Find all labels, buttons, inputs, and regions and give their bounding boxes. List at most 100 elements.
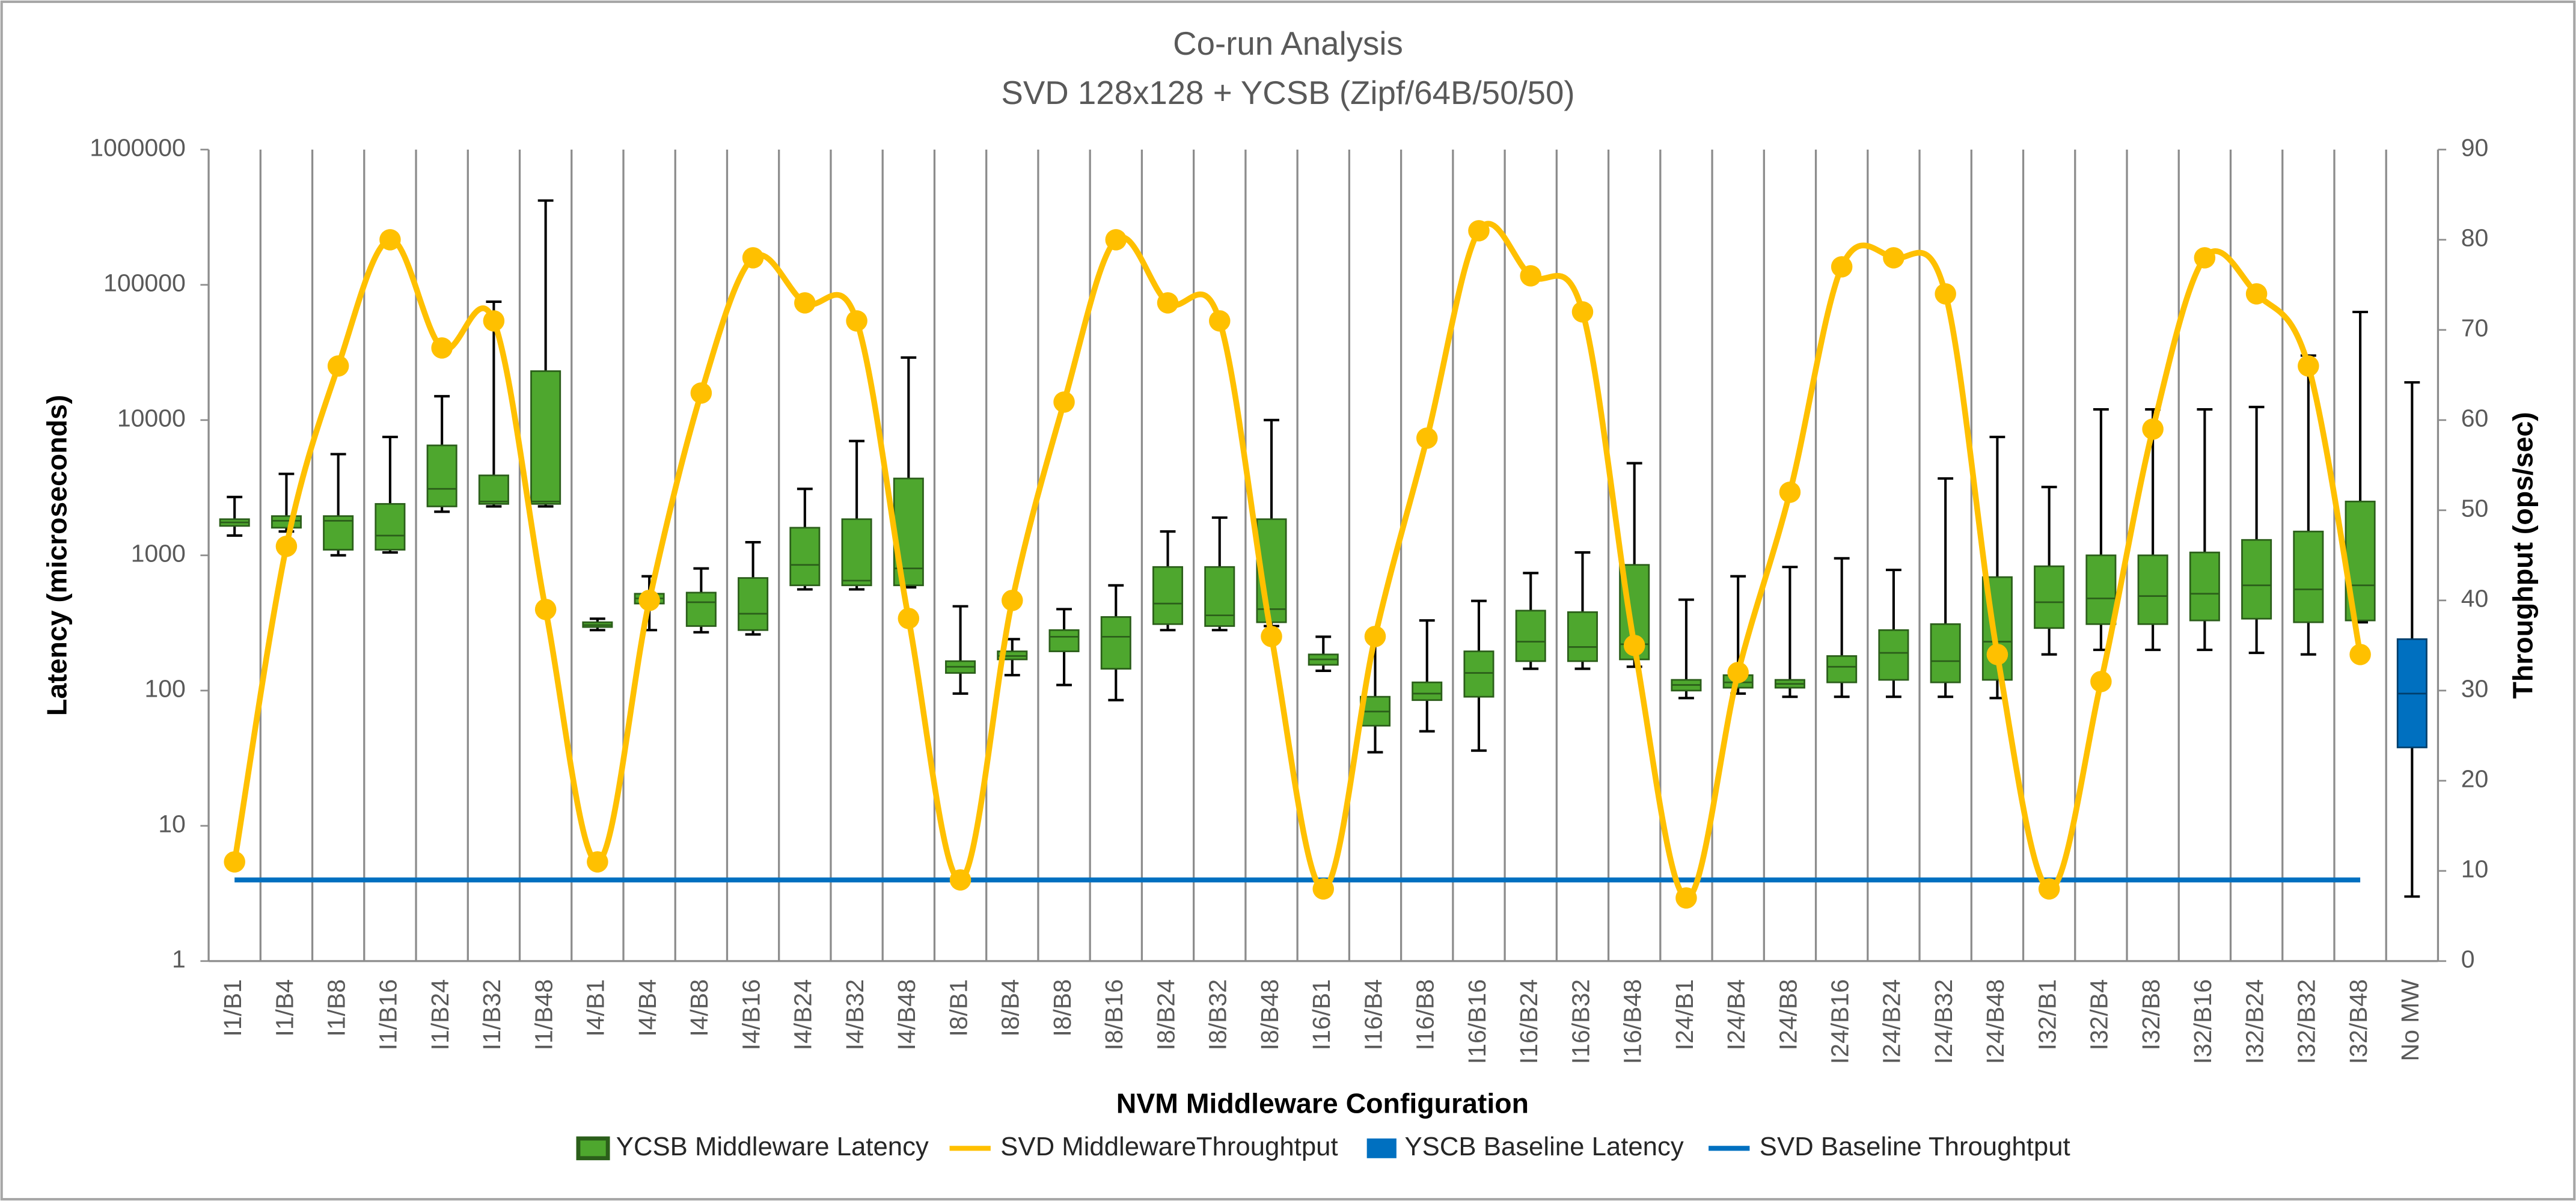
x-tick-label: I8/B8	[1048, 979, 1076, 1037]
line-marker	[2349, 644, 2371, 665]
line-marker	[1002, 590, 1023, 611]
y-tick-label: 10	[158, 810, 186, 838]
x-tick-label: I32/B8	[2137, 979, 2165, 1051]
box	[530, 370, 561, 505]
chart-title: Co-run Analysis	[1173, 25, 1403, 62]
y2-tick-label: 0	[2461, 946, 2475, 973]
box	[2085, 554, 2117, 625]
x-tick-label: I1/B1	[219, 979, 246, 1037]
x-tick-label: I8/B32	[1204, 979, 1232, 1051]
box	[1878, 629, 1909, 681]
line-marker	[690, 382, 712, 404]
y-tick-label: 10000	[117, 405, 186, 432]
line-marker	[1312, 878, 1335, 900]
x-tick-label: I16/B16	[1463, 979, 1491, 1064]
y2-tick-label: 80	[2461, 224, 2489, 252]
y2-tick-label: 70	[2461, 314, 2489, 342]
line-marker	[1416, 427, 1438, 449]
x-tick-label: I32/B4	[2085, 979, 2113, 1051]
line-marker	[379, 229, 401, 251]
x-tick-label: I8/B24	[1152, 979, 1179, 1051]
line-marker	[1986, 644, 2008, 665]
line-marker	[327, 355, 349, 377]
line-marker	[1261, 626, 1282, 647]
line-marker	[483, 310, 505, 332]
box	[1463, 650, 1495, 698]
legend-swatch	[576, 1136, 610, 1161]
line-marker	[1675, 887, 1697, 909]
x-tick-label: I1/B16	[375, 979, 402, 1051]
y2-tick-label: 30	[2461, 675, 2489, 703]
x-tick-label: I1/B48	[530, 979, 557, 1051]
x-tick-label: I16/B4	[1359, 979, 1387, 1051]
x-tick-label: I4/B24	[789, 979, 817, 1051]
box	[1826, 655, 1858, 683]
box	[2241, 539, 2272, 620]
y2-tick-label: 50	[2461, 495, 2489, 522]
y-tick-label: 1000	[131, 540, 186, 567]
x-tick-label: I1/B32	[478, 979, 506, 1051]
line-marker	[275, 536, 298, 557]
x-tick-label: I1/B4	[271, 979, 298, 1037]
box	[2034, 565, 2065, 629]
x-tick-label: I4/B4	[634, 979, 661, 1037]
x-tick-label: I1/B24	[426, 979, 454, 1051]
box	[323, 515, 354, 551]
legend-label: YSCB Baseline Latency	[1405, 1132, 1684, 1161]
box	[789, 527, 821, 587]
line-marker	[431, 337, 453, 359]
x-tick-label: I32/B24	[2241, 979, 2268, 1064]
line-marker	[1157, 292, 1179, 314]
line-marker	[1831, 256, 1853, 278]
x-axis-title: NVM Middleware Configuration	[1116, 1088, 1529, 1119]
line-marker	[2298, 355, 2319, 377]
x-tick-label: I16/B32	[1567, 979, 1594, 1064]
x-tick-label: No MW	[2396, 979, 2424, 1062]
x-tick-label: I16/B24	[1515, 979, 1543, 1064]
legend-label: SVD Baseline Throughtput	[1760, 1132, 2070, 1161]
x-tick-label: I4/B48	[893, 979, 920, 1051]
line-marker	[534, 599, 557, 620]
x-tick-label: I24/B4	[1722, 979, 1750, 1051]
y-tick-label: 100000	[103, 269, 186, 297]
chart-subtitle: SVD 128x128 + YCSB (Zipf/64B/50/50)	[1001, 75, 1574, 111]
x-tick-label: I24/B48	[1981, 979, 2009, 1064]
line-marker	[2142, 418, 2164, 440]
box	[1100, 616, 1131, 670]
line-marker	[2090, 671, 2112, 692]
line-marker	[2194, 247, 2216, 269]
line-marker	[1520, 265, 1541, 287]
box	[1567, 611, 1598, 662]
box	[1204, 566, 1235, 627]
y2-tick-label: 40	[2461, 585, 2489, 613]
box	[1412, 681, 1443, 701]
y-axis-title: Latency (microseconds)	[41, 395, 73, 716]
x-tick-label: I8/B48	[1256, 979, 1283, 1051]
x-tick-label: I24/B16	[1826, 979, 1853, 1064]
box	[426, 444, 457, 507]
box	[271, 515, 302, 529]
line-marker	[949, 869, 971, 891]
x-tick-label: I24/B32	[1930, 979, 1957, 1064]
x-tick-label: I24/B8	[1774, 979, 1802, 1051]
line-marker	[1623, 635, 1645, 656]
box	[1930, 623, 1961, 683]
legend-swatch	[1366, 1138, 1397, 1158]
line-marker	[846, 310, 867, 332]
line-marker	[1935, 283, 1956, 305]
x-tick-label: I4/B32	[841, 979, 869, 1050]
line-marker	[587, 851, 608, 873]
line-marker	[224, 851, 245, 873]
x-tick-label: I24/B24	[1878, 979, 1906, 1064]
box	[685, 591, 717, 627]
y-tick-label: 1000000	[90, 134, 186, 162]
box	[1152, 566, 1184, 625]
legend-label: YCSB Middleware Latency	[616, 1132, 929, 1161]
x-tick-label: I4/B8	[685, 979, 713, 1037]
box	[2189, 551, 2220, 622]
legend-label: SVD MiddlewareThroughtput	[1000, 1132, 1338, 1161]
box	[478, 474, 509, 505]
y2-axis-title: Throughput (ops/sec)	[2507, 412, 2539, 698]
